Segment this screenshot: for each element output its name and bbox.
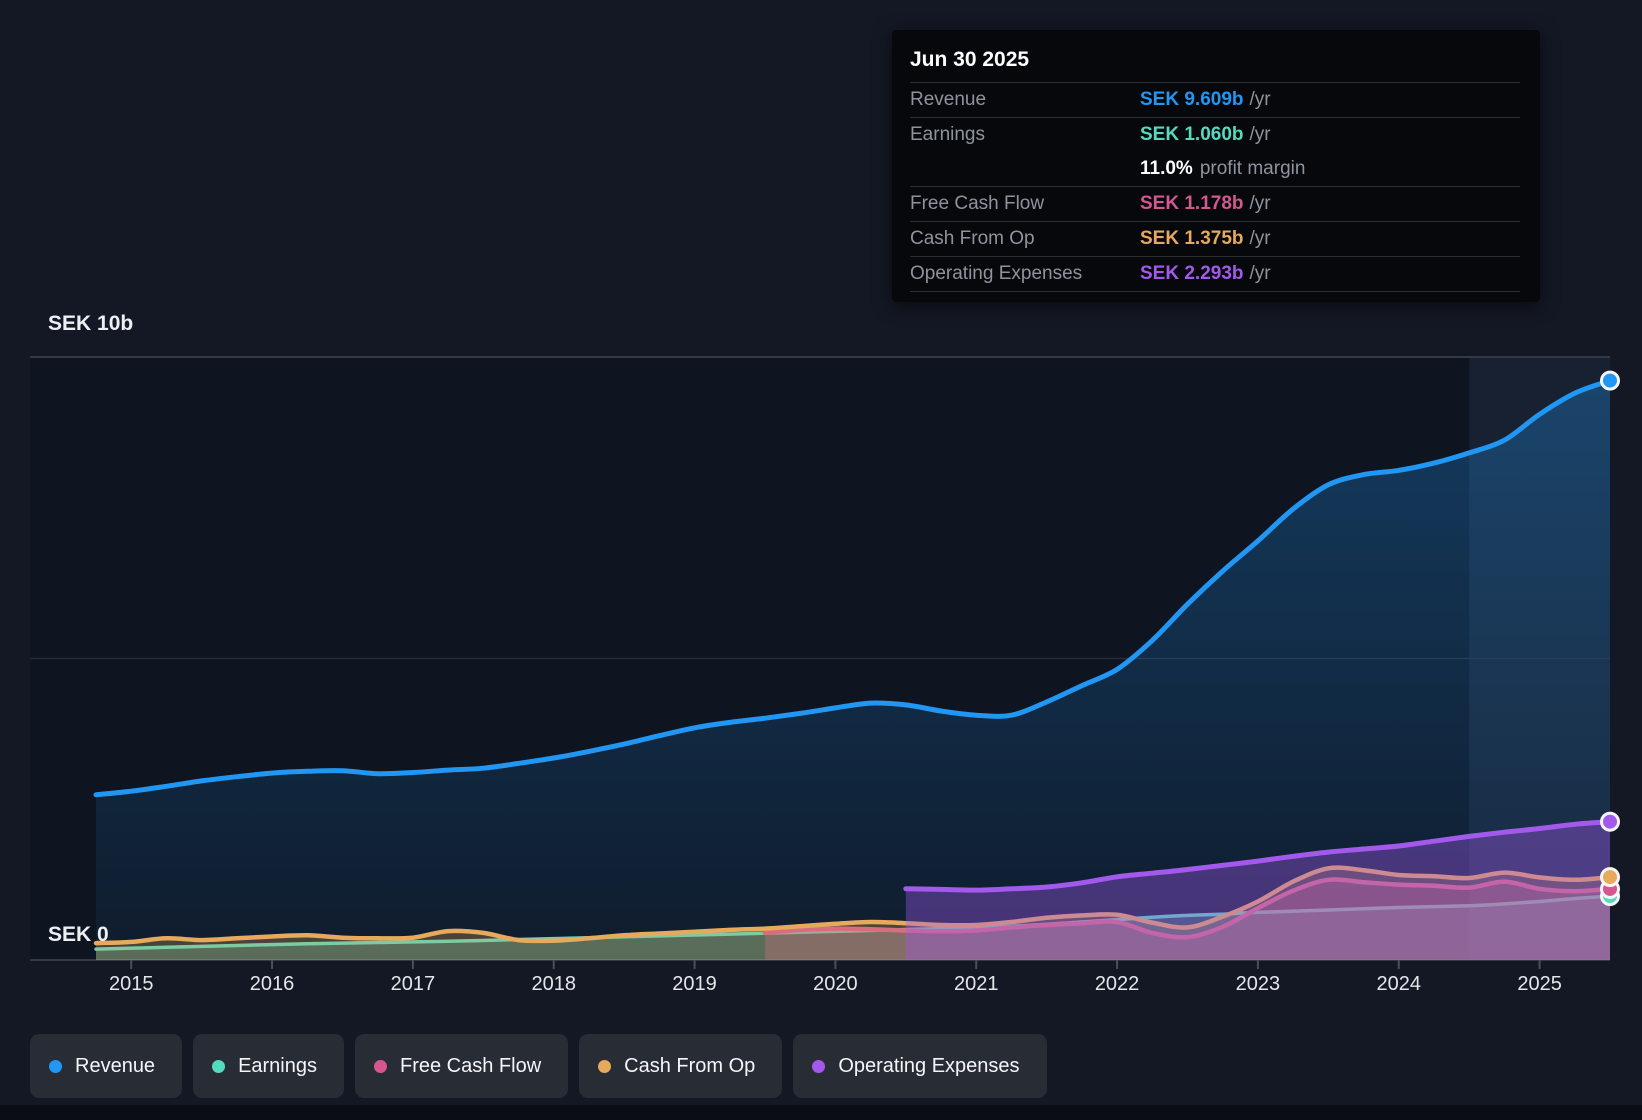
x-axis-label-2022: 2022 bbox=[1095, 973, 1140, 995]
revenue-line bbox=[93, 378, 1613, 798]
tooltip-row-label: Operating Expenses bbox=[910, 263, 1083, 284]
tooltip-row-free-cash-flow: Free Cash Flow SEK 1.178b/yr bbox=[910, 187, 1520, 222]
tooltip-row-unit: /yr bbox=[1249, 124, 1271, 145]
tooltip-profit-margin-row: 11.0% profit margin bbox=[910, 152, 1520, 187]
tooltip-row-earnings: Earnings SEK 1.060b/yr bbox=[910, 118, 1520, 152]
x-axis-label-2021: 2021 bbox=[954, 973, 999, 995]
chart-legend: Revenue Earnings Free Cash Flow Cash From O… bbox=[30, 1034, 1047, 1098]
tooltip-row-unit: /yr bbox=[1249, 193, 1271, 214]
tooltip-row-value: SEK 1.178b bbox=[1140, 193, 1244, 214]
x-axis-label-2015: 2015 bbox=[109, 973, 154, 995]
tooltip-row-unit: /yr bbox=[1249, 263, 1271, 284]
y-axis-label-zero: SEK 0 bbox=[48, 923, 109, 946]
x-axis-label-2020: 2020 bbox=[813, 973, 858, 995]
cash-from-op-area bbox=[96, 867, 1610, 960]
endpoint-marker-cash-from-op[interactable] bbox=[1600, 867, 1620, 888]
tooltip-row-label: Revenue bbox=[910, 89, 987, 110]
operating-expenses-line bbox=[903, 819, 1613, 893]
legend-chip-revenue[interactable]: Revenue bbox=[30, 1034, 183, 1098]
legend-chip-earnings[interactable]: Earnings bbox=[193, 1034, 344, 1098]
bottom-edge-strip bbox=[0, 1105, 1642, 1120]
x-axis-label-2023: 2023 bbox=[1236, 973, 1281, 995]
tooltip-row-operating-expenses: Operating Expenses SEK 2.293b/yr bbox=[910, 257, 1520, 292]
tooltip-row-value: SEK 2.293b bbox=[1140, 263, 1244, 284]
tooltip-row-value: SEK 9.609b bbox=[1140, 89, 1244, 110]
x-axis-label-2018: 2018 bbox=[531, 973, 576, 995]
legend-chip-free-cash-flow[interactable]: Free Cash Flow bbox=[355, 1034, 569, 1098]
legend-chip-operating-expenses[interactable]: Operating Expenses bbox=[793, 1034, 1047, 1098]
tooltip-row-label: Cash From Op bbox=[910, 228, 1035, 249]
tooltip-row-cash-from-op: Cash From Op SEK 1.375b/yr bbox=[910, 222, 1520, 257]
tooltip-row-unit: /yr bbox=[1249, 228, 1271, 249]
tooltip-row-value: SEK 1.060b bbox=[1140, 124, 1244, 145]
free-cash-flow-area bbox=[765, 879, 1610, 960]
legend-dot-icon bbox=[374, 1059, 387, 1073]
legend-dot-icon bbox=[812, 1059, 826, 1073]
legend-dot-icon bbox=[598, 1059, 612, 1073]
cash-from-op-line bbox=[93, 865, 1613, 946]
x-axis-label-2016: 2016 bbox=[250, 973, 295, 995]
tooltip-row-revenue: Revenue SEK 9.609b/yr bbox=[910, 83, 1520, 118]
x-axis-label-2019: 2019 bbox=[672, 973, 717, 995]
earnings-area bbox=[96, 896, 1610, 960]
chart-tooltip: Jun 30 2025 Revenue SEK 9.609b/yr Earnings… bbox=[892, 30, 1540, 302]
y-axis-label-top: SEK 10b bbox=[48, 312, 133, 335]
legend-chip-label: Operating Expenses bbox=[838, 1054, 1020, 1077]
legend-chip-cash-from-op[interactable]: Cash From Op bbox=[579, 1034, 783, 1098]
tooltip-row-unit: /yr bbox=[1249, 89, 1271, 110]
x-axis-label-2024: 2024 bbox=[1376, 973, 1421, 995]
tooltip-row-value: SEK 1.375b bbox=[1140, 228, 1244, 249]
profit-margin-percent: 11.0% bbox=[1140, 158, 1193, 179]
earnings-line bbox=[94, 894, 1612, 951]
legend-chip-label: Cash From Op bbox=[624, 1054, 756, 1077]
legend-dot-icon bbox=[212, 1059, 226, 1073]
profit-margin-text: profit margin bbox=[1199, 158, 1306, 179]
legend-chip-label: Revenue bbox=[75, 1054, 156, 1077]
operating-expenses-area bbox=[905, 821, 1610, 960]
x-axis-label-2017: 2017 bbox=[391, 973, 436, 995]
legend-chip-label: Free Cash Flow bbox=[400, 1054, 542, 1077]
endpoint-marker-operating-expenses[interactable] bbox=[1600, 811, 1620, 832]
tooltip-date: Jun 30 2025 bbox=[910, 42, 1520, 83]
legend-dot-icon bbox=[49, 1059, 62, 1073]
x-axis-label-2025: 2025 bbox=[1517, 973, 1562, 995]
free-cash-flow-line bbox=[762, 877, 1613, 940]
revenue-area bbox=[96, 380, 1610, 961]
legend-chip-label: Earnings bbox=[238, 1054, 317, 1077]
tooltip-row-label: Earnings bbox=[910, 124, 985, 145]
endpoint-marker-revenue[interactable] bbox=[1600, 370, 1620, 391]
tooltip-row-label: Free Cash Flow bbox=[910, 193, 1045, 214]
